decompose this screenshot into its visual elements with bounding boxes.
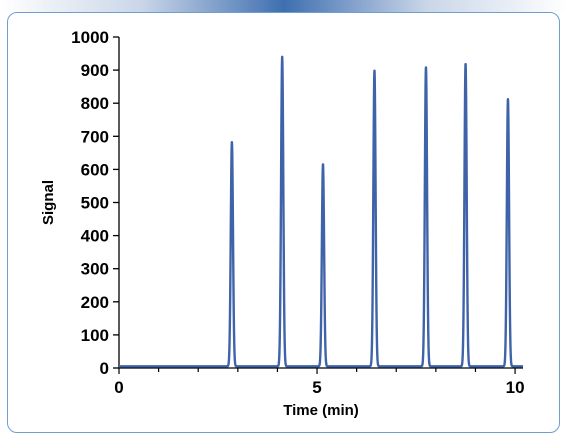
y-tick-label: 0 xyxy=(100,359,109,378)
y-tick-label: 200 xyxy=(81,293,109,312)
peak-7-apex xyxy=(506,98,510,101)
series-group xyxy=(117,55,525,368)
top-accent-bar xyxy=(0,0,568,12)
y-axis-title: Signal xyxy=(40,180,57,225)
y-tick-label: 800 xyxy=(81,94,109,113)
y-axis: 0 100 200 300 400 500 600 700 800 900 1000 xyxy=(71,28,120,378)
peak-6-apex xyxy=(464,62,467,66)
peak-4-apex xyxy=(373,69,376,72)
y-tick-label: 1000 xyxy=(71,28,109,47)
y-tick-label: 700 xyxy=(81,127,109,146)
x-tick-label: 0 xyxy=(114,378,123,397)
peak-1-apex xyxy=(230,141,234,144)
y-tick-label: 500 xyxy=(81,194,109,213)
y-tick-label: 600 xyxy=(81,160,109,179)
peak-3-apex xyxy=(321,163,325,166)
y-tick-label: 300 xyxy=(81,260,109,279)
y-tick-label: 100 xyxy=(81,326,109,345)
y-tick-label: 900 xyxy=(81,61,109,80)
x-axis: 0 5 10 xyxy=(114,367,525,397)
signal-trace-line xyxy=(117,56,525,368)
peak-2-apex xyxy=(280,55,284,59)
x-tick-label: 5 xyxy=(312,378,321,397)
peak-5-apex xyxy=(424,66,428,69)
y-tick-label: 400 xyxy=(81,227,109,246)
x-axis-title: Time (min) xyxy=(283,402,359,419)
x-tick-label: 10 xyxy=(506,378,525,397)
